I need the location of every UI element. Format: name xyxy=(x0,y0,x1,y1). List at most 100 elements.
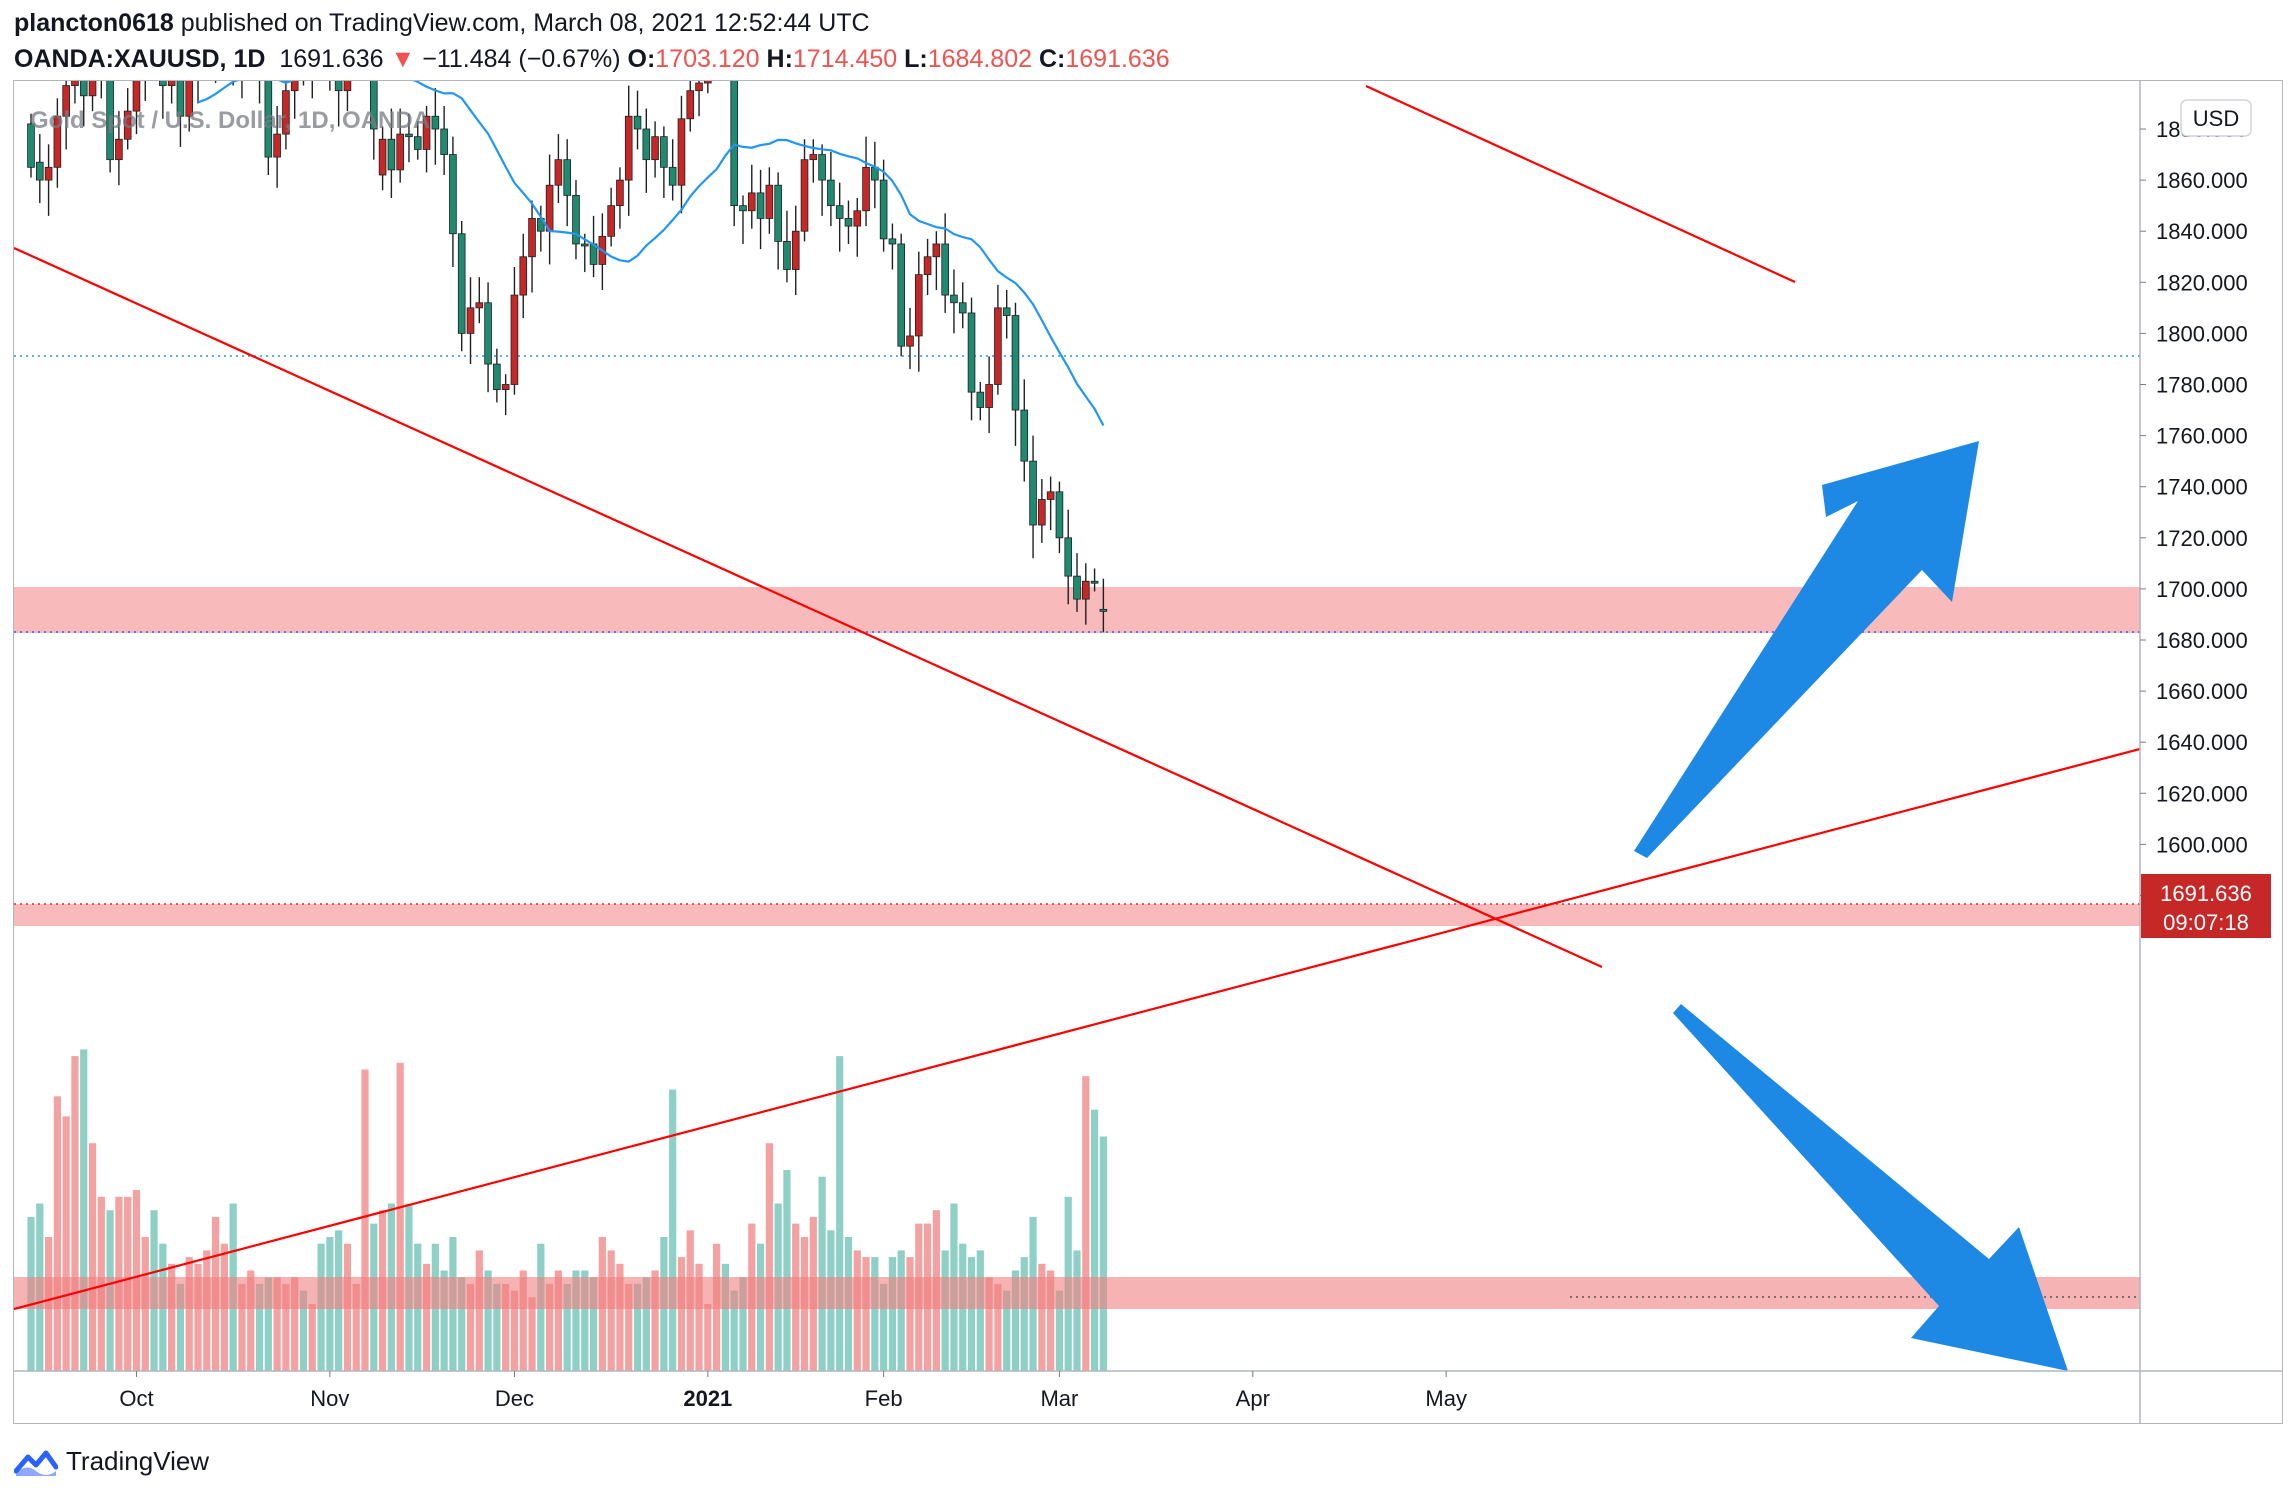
volume-bar xyxy=(247,1270,255,1371)
symbol-name[interactable]: OANDA:XAUUSD, 1D xyxy=(14,45,266,73)
volume-bar xyxy=(739,1277,747,1371)
candle-body xyxy=(151,45,158,48)
candle-body xyxy=(79,81,88,97)
volume-bar xyxy=(53,1096,61,1371)
currency-badge[interactable]: USD xyxy=(2180,99,2252,137)
candle xyxy=(888,223,897,270)
countdown-timer: 09:07:18 xyxy=(2163,910,2249,935)
high-label: H: xyxy=(766,45,793,73)
volume-bar xyxy=(1038,1263,1046,1371)
candle-body xyxy=(730,81,738,207)
candle-body xyxy=(264,81,273,158)
candle xyxy=(387,108,396,198)
candle xyxy=(195,60,202,104)
currency-label: USD xyxy=(2193,106,2239,131)
candle-body xyxy=(501,384,510,391)
volume-bar xyxy=(651,1270,659,1371)
time-tick-label: 2021 xyxy=(683,1386,732,1411)
candle xyxy=(1082,563,1090,625)
time-axis[interactable]: Oct Nov Dec 2021 Feb Mar Apr May xyxy=(119,1371,1467,1411)
candle xyxy=(818,144,826,216)
candle-body xyxy=(422,115,431,150)
candle xyxy=(370,81,378,160)
footer-brand[interactable]: TradingView xyxy=(14,1446,209,1477)
candle xyxy=(545,154,554,265)
candle-body xyxy=(941,243,949,296)
candle-body xyxy=(932,243,941,258)
trendline-channel-top xyxy=(1365,84,1796,284)
volume-bar xyxy=(985,1277,993,1371)
candle xyxy=(563,139,571,227)
volume-bar xyxy=(897,1250,905,1371)
candle xyxy=(167,81,176,104)
price-axis[interactable]: 1580.0001600.0001620.0001640.0001660.000… xyxy=(2140,117,2248,909)
candle xyxy=(176,81,185,147)
candle xyxy=(44,144,53,216)
volume-bar xyxy=(185,1257,193,1371)
candle-body xyxy=(88,81,97,97)
candle xyxy=(405,113,413,163)
moving-average-line xyxy=(197,81,1105,427)
candle-body xyxy=(300,70,307,73)
candle xyxy=(624,85,633,216)
volume-bar xyxy=(880,1283,888,1371)
price-tick-label: 1620.000 xyxy=(2156,781,2248,806)
candle xyxy=(976,381,985,421)
candle xyxy=(185,81,194,132)
candle-body xyxy=(123,110,132,140)
volume-bar xyxy=(264,1277,272,1371)
volume-bar xyxy=(71,1056,79,1371)
candle-body xyxy=(195,60,202,75)
candle xyxy=(1064,509,1073,605)
candle xyxy=(1011,302,1020,446)
candle xyxy=(844,200,853,244)
candle xyxy=(466,277,475,365)
candle-body xyxy=(449,154,457,235)
low-value: 1684.802 xyxy=(927,45,1033,73)
candle xyxy=(914,251,923,372)
candle-body xyxy=(844,218,853,227)
candle xyxy=(329,81,331,91)
candle-body xyxy=(827,179,835,207)
author-name[interactable]: plancton0618 xyxy=(14,9,174,37)
candle xyxy=(273,106,281,188)
change-value: −11.484 (−0.67%) xyxy=(422,45,621,73)
candle xyxy=(1055,481,1064,554)
volume-bar xyxy=(273,1277,281,1371)
volume-bar xyxy=(607,1250,615,1371)
candle xyxy=(686,81,695,132)
candle xyxy=(994,284,1002,395)
candle-body xyxy=(378,138,387,176)
price-tick-label: 1820.000 xyxy=(2156,270,2248,295)
candle-body xyxy=(906,335,914,347)
candle xyxy=(318,11,325,62)
volume-bar xyxy=(625,1283,633,1371)
candle-body xyxy=(203,57,210,60)
volume-bar xyxy=(255,1283,264,1371)
candle xyxy=(79,81,88,127)
volume-bar xyxy=(572,1270,580,1371)
time-tick-label: Mar xyxy=(1040,1386,1078,1411)
candle-body xyxy=(774,184,782,242)
candle xyxy=(106,81,114,173)
candle xyxy=(440,106,448,175)
chart-frame[interactable] xyxy=(13,80,2283,1424)
candle xyxy=(232,81,234,86)
plot-area[interactable] xyxy=(14,0,2140,1371)
volume-bar xyxy=(238,1283,246,1371)
time-tick-label: Feb xyxy=(865,1386,903,1411)
candle-body xyxy=(809,154,818,161)
legend-title: Gold Spot / U.S. Dollar, 1D, OANDA xyxy=(30,107,430,134)
candle-body xyxy=(1090,580,1099,584)
candle xyxy=(695,81,703,117)
volume-bar xyxy=(616,1263,624,1371)
volume-bar xyxy=(88,1143,97,1371)
candle xyxy=(941,213,949,313)
candle-body xyxy=(290,81,299,92)
candle xyxy=(668,139,677,201)
candle-body xyxy=(1055,491,1064,539)
trendline-falling-long xyxy=(14,246,1603,969)
candle-body xyxy=(800,159,809,232)
candle xyxy=(897,233,906,357)
